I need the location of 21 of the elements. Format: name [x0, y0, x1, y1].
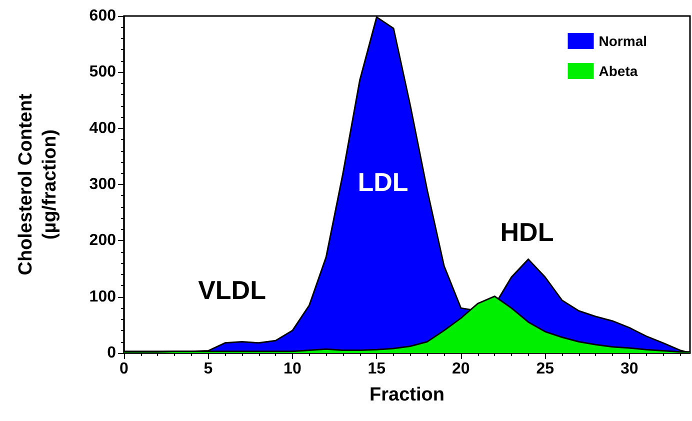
y-tick-label: 300 — [89, 176, 116, 193]
y-tick-label: 0 — [107, 344, 116, 362]
y-tick-label: 600 — [89, 8, 116, 24]
x-axis-title: Fraction — [370, 384, 444, 406]
x-tick-label: 30 — [620, 360, 638, 378]
legend-label: Abeta — [598, 63, 638, 79]
legend-label: Normal — [598, 33, 647, 49]
annotation: LDL — [358, 167, 408, 197]
annotation: HDL — [500, 217, 554, 247]
annotation: VLDL — [198, 275, 266, 305]
x-tick-label: 25 — [536, 360, 554, 378]
x-tick-label: 15 — [368, 360, 386, 378]
x-tick-label: 10 — [284, 360, 302, 378]
x-tick-label: 5 — [204, 360, 213, 378]
y-tick-label: 100 — [89, 288, 116, 306]
y-tick-label: 400 — [89, 120, 116, 137]
y-axis-title: Cholesterol Content (µg/fraction) — [16, 93, 60, 276]
x-tick-label: 20 — [452, 360, 470, 378]
x-tick-label: 0 — [120, 360, 129, 378]
y-tick-label: 200 — [89, 232, 116, 250]
y-tick-label: 500 — [89, 64, 116, 81]
